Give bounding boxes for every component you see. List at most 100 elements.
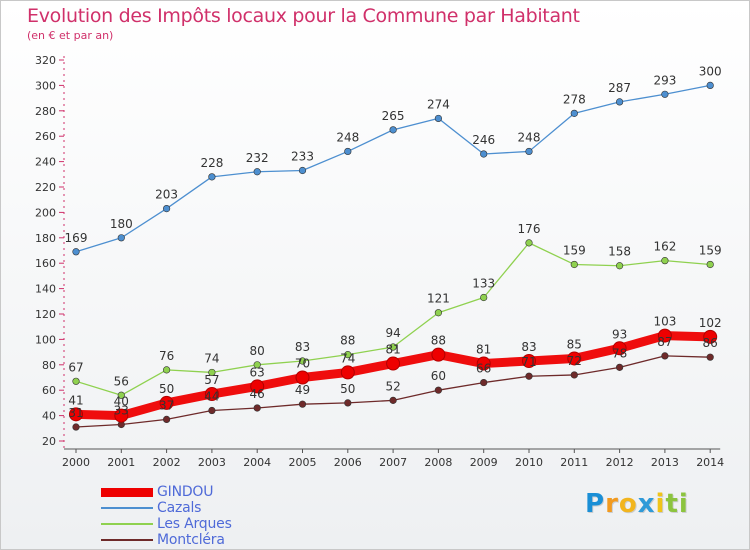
data-point-cazals [706,81,714,89]
data-label-gindou: 85 [567,337,582,351]
data-label-les-arques: 94 [385,326,400,340]
y-tick-label: 200 [35,206,56,219]
y-tick-label: 100 [35,333,56,346]
legend-label-cazals: Cazals [157,500,202,516]
data-point-cazals [72,248,80,256]
x-tick-label: 2007 [379,456,407,469]
data-point-montcl-ra [389,396,397,404]
data-label-montcl-ra: 37 [159,398,174,412]
data-point-montcl-ra [434,386,443,394]
data-point-les-arques [163,366,171,374]
logo-letter: x [637,489,656,519]
data-label-montcl-ra: 66 [476,362,491,376]
data-label-gindou: 102 [699,316,722,330]
data-point-gindou [159,395,174,410]
y-tick-label: 60 [42,384,56,397]
data-label-cazals: 228 [200,156,223,170]
data-point-montcl-ra [163,415,171,424]
data-label-les-arques: 176 [518,222,541,236]
legend-label-gindou: GINDOU [157,484,214,500]
data-label-gindou: 70 [295,357,310,371]
data-point-cazals [389,126,397,134]
data-point-les-arques [434,309,443,317]
data-label-les-arques: 159 [563,243,586,257]
data-point-cazals [298,166,307,175]
data-point-gindou [567,351,582,366]
data-label-les-arques: 56 [114,374,129,388]
data-label-montcl-ra: 50 [340,382,355,396]
logo-letter: i [678,489,689,519]
data-point-gindou [612,341,627,356]
y-tick-label: 180 [35,232,56,245]
data-label-montcl-ra: 78 [612,346,627,360]
data-point-montcl-ra [72,423,80,431]
data-point-les-arques [570,260,578,269]
data-point-gindou [340,365,355,380]
data-point-montcl-ra [208,406,216,415]
data-point-cazals [661,90,669,98]
data-point-gindou [522,353,536,368]
data-label-cazals: 293 [653,73,676,87]
data-label-les-arques: 74 [204,351,219,365]
data-label-montcl-ra: 72 [567,354,582,368]
data-point-cazals [570,109,578,117]
data-label-gindou: 88 [431,334,446,348]
data-point-les-arques [72,377,80,385]
data-point-les-arques [253,361,261,369]
data-label-gindou: 83 [521,340,536,354]
legend-swatch-les-arques [101,523,153,525]
data-point-les-arques [344,351,352,359]
x-tick-label: 2008 [424,456,452,469]
data-label-montcl-ra: 46 [250,387,265,401]
data-label-montcl-ra: 52 [385,379,400,393]
x-tick-label: 2000 [62,456,90,469]
data-point-les-arques [661,257,669,265]
legend-swatch-montcl-ra [101,539,153,541]
data-point-cazals [208,173,216,181]
data-point-gindou [386,356,401,371]
x-tick-label: 2014 [696,456,724,469]
data-label-cazals: 287 [608,81,631,95]
data-label-les-arques: 76 [159,349,174,363]
data-point-montcl-ra [480,378,488,387]
data-point-les-arques [480,293,488,302]
data-point-montcl-ra [615,363,624,371]
data-label-les-arques: 133 [472,276,495,290]
x-tick-label: 2004 [243,456,271,469]
data-label-cazals: 248 [518,130,541,144]
data-label-les-arques: 83 [295,340,310,354]
logo-letter: P [585,489,606,519]
x-tick-label: 2001 [107,456,135,469]
legend-swatch-gindou [101,488,153,497]
data-label-montcl-ra: 87 [657,335,672,349]
data-label-montcl-ra: 31 [68,406,83,420]
data-label-montcl-ra: 49 [295,383,310,397]
data-label-cazals: 248 [336,130,359,144]
data-point-les-arques [389,343,397,351]
data-label-montcl-ra: 60 [431,369,446,383]
x-tick-label: 2011 [560,456,588,469]
data-point-cazals [344,147,352,156]
y-tick-label: 320 [35,54,56,67]
data-label-montcl-ra: 86 [703,336,718,350]
x-tick-label: 2005 [289,456,317,469]
proxiti-logo: Proxiti [585,489,689,519]
data-point-gindou [431,347,446,362]
data-point-les-arques [117,391,125,399]
data-point-montcl-ra [253,404,261,412]
data-label-gindou: 81 [476,343,491,357]
data-point-les-arques [525,239,533,247]
data-label-cazals: 203 [155,188,178,202]
y-tick-label: 120 [35,308,56,321]
data-point-gindou [204,387,219,402]
data-label-les-arques: 67 [68,360,83,374]
data-point-cazals [480,150,488,158]
data-label-cazals: 233 [291,149,314,163]
data-label-gindou: 81 [385,343,400,357]
logo-letter: o [618,489,638,519]
data-label-gindou: 93 [612,327,627,341]
data-point-montcl-ra [661,352,669,360]
data-label-les-arques: 162 [653,240,676,254]
